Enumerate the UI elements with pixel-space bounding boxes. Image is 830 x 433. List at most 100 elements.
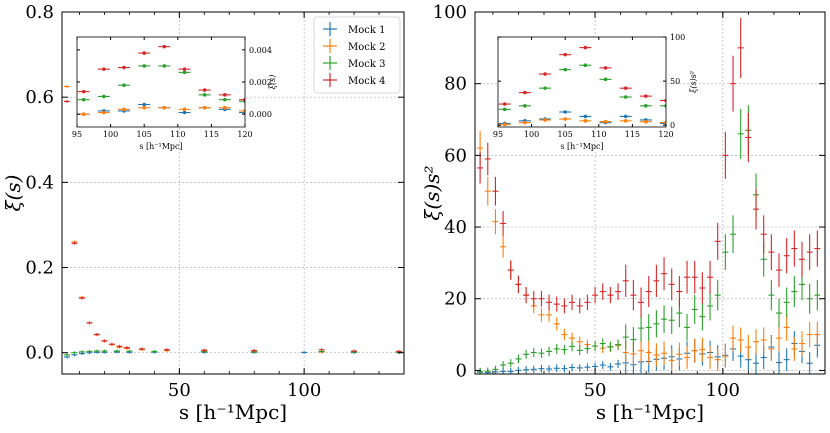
xi-xlabel: s [h⁻¹Mpc]: [179, 400, 287, 424]
xi-inset-marker: [202, 105, 207, 110]
xis2-inset-background: [498, 37, 666, 127]
xis2-inset-point: [619, 114, 632, 119]
xi-inset-marker: [142, 64, 146, 68]
xis2-point: [530, 365, 537, 373]
xis2-point: [707, 291, 714, 321]
xis2-point: [638, 338, 645, 363]
xis2-point: [576, 336, 583, 348]
xis2-point: [753, 352, 760, 374]
xi-inset-point: [118, 107, 131, 112]
xis2-ytick-label: 60: [444, 145, 467, 166]
xi-point: [86, 349, 93, 353]
xis2-point: [569, 341, 576, 352]
xis2-point: [783, 314, 790, 341]
xi-inset-point: [198, 88, 211, 92]
xi-ytick-label: 0.6: [25, 87, 54, 108]
xi-inset-point: [178, 110, 191, 115]
xis2-point: [546, 307, 553, 322]
xis2-inset-marker: [543, 72, 547, 76]
xi-inset-marker: [162, 64, 167, 68]
xis2-point: [684, 260, 691, 294]
xis2-inset-xtick-label: 95: [493, 130, 503, 139]
xis2-inset-marker: [603, 119, 608, 124]
xis2-inset-point: [579, 45, 592, 50]
xi-chart: 50 100 0.0 0.2 0.4 0.6 0.8 s [h⁻¹Mpc] ξ(s) Mock 1…: [1, 2, 405, 424]
xi-point: [93, 332, 100, 336]
xis2-inset-marker: [623, 95, 628, 99]
legend-marker: [323, 56, 337, 70]
xis2-inset-point: [518, 104, 531, 108]
xi-inset-point: [97, 110, 110, 115]
xi-inset-xtick-label: 100: [103, 130, 118, 139]
xis2-inset-marker: [583, 119, 588, 123]
xis2-point: [576, 298, 583, 314]
xis2-ytick-label: 0: [456, 360, 467, 381]
xi-inset-marker: [102, 94, 106, 99]
xis2-point: [791, 276, 798, 308]
xis2-point: [699, 337, 706, 362]
legend-marker: [323, 22, 337, 36]
xis2-point: [546, 294, 553, 310]
legend-marker: [323, 73, 337, 87]
xi-inset-marker: [202, 93, 207, 97]
xi-point: [71, 241, 78, 245]
xi-point: [101, 349, 108, 353]
xis2-point: [561, 364, 568, 373]
legend-label: Mock 1: [348, 25, 385, 36]
xis2-point: [561, 328, 568, 341]
xis2-point: [684, 345, 691, 370]
xi-point: [163, 348, 170, 352]
xi-inset-marker: [162, 44, 167, 49]
xis2-point: [538, 307, 545, 322]
xis2-point: [584, 294, 591, 310]
xis2-point: [714, 348, 721, 372]
xi-inset-point: [239, 109, 245, 113]
xis2-inset-marker: [623, 114, 628, 119]
xis2-inset-point: [518, 120, 531, 125]
xis2-point: [492, 209, 499, 235]
xis2-point: [714, 222, 721, 260]
xis2-point: [783, 287, 790, 318]
xis2-point: [607, 341, 614, 352]
xis2-point: [691, 338, 698, 363]
xis2-point: [799, 241, 806, 277]
xis2-inset-marker: [563, 67, 567, 72]
xi-inset-point: [77, 97, 90, 102]
xis2-point: [538, 364, 545, 373]
xi-inset-point: [178, 70, 191, 75]
xis2-point: [638, 314, 645, 342]
xis2-point: [561, 344, 568, 355]
xis2-inset-marker: [664, 98, 666, 103]
xi-inset-point: [239, 97, 245, 102]
xis2-point: [484, 142, 491, 176]
xis2-xtick-label: 50: [584, 380, 607, 401]
xis2-point: [607, 363, 614, 371]
xis2-series-mock-3: [477, 105, 821, 374]
xi-inset-marker: [223, 105, 227, 110]
xi-point: [251, 349, 258, 353]
xis2-inset-marker: [502, 122, 507, 127]
xis2-point: [523, 287, 530, 304]
xis2-point: [507, 260, 514, 280]
xi-inset-xtick-label: 105: [137, 130, 152, 139]
xis2-point: [676, 276, 683, 308]
xis2-point: [684, 314, 691, 341]
xis2-point: [515, 354, 522, 364]
xis2-inset-point: [518, 90, 531, 95]
legend-box: [313, 16, 401, 94]
xi-point: [113, 349, 120, 353]
xis2-inset-point: [619, 86, 632, 90]
xis2-point: [722, 344, 729, 368]
xi-inset-point: [158, 64, 171, 68]
legend-label: Mock 2: [348, 42, 385, 53]
xis2-inset-marker: [623, 86, 628, 90]
xi-inset-marker: [182, 107, 187, 112]
xi-inset-point: [178, 67, 191, 71]
xis2-point: [806, 352, 813, 374]
xi-inset-marker: [243, 109, 245, 113]
xi-inset-marker: [142, 51, 146, 55]
xi-inset-marker: [223, 93, 227, 97]
xis2-xtick-label: 100: [706, 380, 740, 401]
xis2-point: [668, 268, 675, 301]
